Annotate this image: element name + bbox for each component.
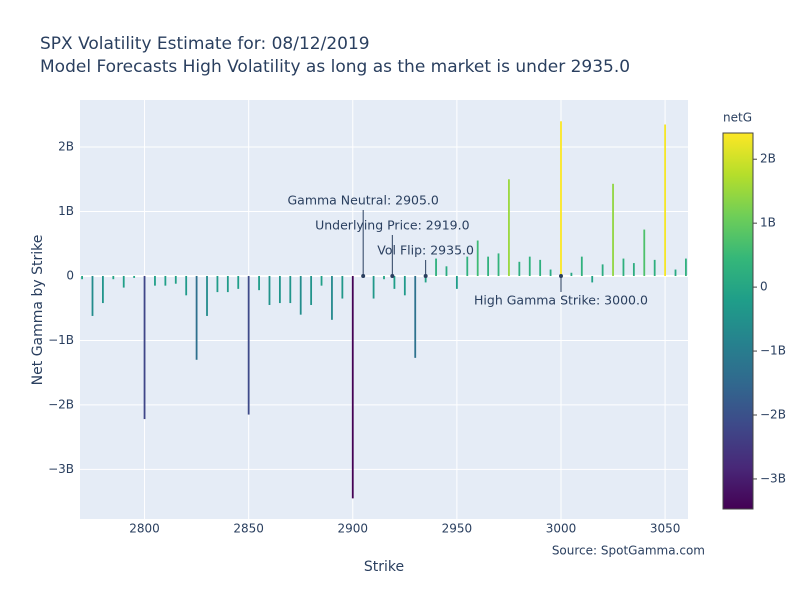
bar xyxy=(351,275,354,499)
bar xyxy=(528,256,531,276)
bar xyxy=(518,261,521,276)
bar xyxy=(591,275,594,283)
bar xyxy=(143,275,146,420)
x-axis-title: Strike xyxy=(364,559,404,575)
bar xyxy=(278,275,281,304)
x-tick-label: 3050 xyxy=(650,522,681,536)
colorbar-title: netG xyxy=(723,111,752,125)
colorbar-tick-label: 0 xyxy=(760,280,768,294)
bar xyxy=(195,275,198,360)
bar xyxy=(643,229,646,276)
y-tick-label: 0 xyxy=(66,268,74,282)
colorbar-tick-label: −1B xyxy=(760,344,786,358)
bar xyxy=(237,275,240,289)
bar xyxy=(320,275,323,286)
bar xyxy=(580,256,583,276)
colorbar-tick-label: 1B xyxy=(760,216,776,230)
bar xyxy=(539,259,542,276)
bar xyxy=(174,275,177,284)
bar xyxy=(685,258,687,276)
bar xyxy=(674,269,677,276)
bar xyxy=(508,179,510,276)
bar xyxy=(258,275,260,291)
bar xyxy=(664,124,666,276)
bar xyxy=(133,275,136,278)
annotation-point xyxy=(390,273,395,278)
bar xyxy=(185,275,188,296)
annotation-label: Vol Flip: 2935.0 xyxy=(377,242,474,257)
bar xyxy=(445,266,448,276)
bar xyxy=(570,272,573,276)
annotation-label: Gamma Neutral: 2905.0 xyxy=(287,192,438,207)
x-tick-label: 2850 xyxy=(233,522,264,536)
bar xyxy=(226,275,229,293)
bar xyxy=(299,275,302,315)
bar xyxy=(154,275,156,286)
bar xyxy=(112,275,115,280)
bar xyxy=(497,253,500,276)
chart-title: SPX Volatility Estimate for: 08/12/2019 xyxy=(40,34,370,54)
annotation-label: High Gamma Strike: 3000.0 xyxy=(474,292,648,307)
x-tick-label: 2950 xyxy=(442,522,473,536)
bar xyxy=(414,275,417,358)
chart-subtitle: Model Forecasts High Volatility as long … xyxy=(40,57,630,77)
annotation-point xyxy=(558,273,563,278)
bar xyxy=(331,275,333,320)
y-tick-label: 1B xyxy=(58,204,74,218)
bar xyxy=(560,121,562,276)
bar xyxy=(341,275,344,299)
bar xyxy=(601,264,604,276)
bar xyxy=(393,275,396,289)
bar xyxy=(91,275,94,316)
bar xyxy=(476,240,479,276)
bar xyxy=(372,275,375,299)
colorbar-tick-label: 2B xyxy=(760,152,776,166)
y-axis-title: Net Gamma by Strike xyxy=(30,235,46,386)
y-tick-label: −1B xyxy=(48,333,74,347)
x-tick-label: 3000 xyxy=(546,522,577,536)
bar xyxy=(164,275,167,286)
bar xyxy=(310,275,313,305)
bar xyxy=(632,263,635,276)
colorbar-tick-label: −3B xyxy=(760,471,786,485)
bar xyxy=(383,275,385,280)
bar xyxy=(81,275,83,280)
bar xyxy=(435,258,437,276)
bar xyxy=(466,256,469,276)
bar xyxy=(216,275,219,293)
colorbar-tick-label: −2B xyxy=(760,408,786,422)
x-tick-label: 2800 xyxy=(129,522,160,536)
bar xyxy=(622,258,625,276)
y-tick-label: −2B xyxy=(48,397,74,411)
bar xyxy=(549,269,552,276)
bar xyxy=(268,275,271,305)
colorbar xyxy=(722,132,754,510)
bar xyxy=(102,275,104,304)
annotation-point xyxy=(423,273,428,278)
bar xyxy=(403,275,406,296)
plot-area xyxy=(80,100,688,519)
bar xyxy=(206,275,208,316)
x-tick-label: 2900 xyxy=(337,522,368,536)
bar xyxy=(122,275,125,288)
annotation-label: Underlying Price: 2919.0 xyxy=(315,217,469,232)
bar xyxy=(653,259,656,276)
bar xyxy=(487,256,490,276)
bar xyxy=(612,183,614,276)
source: Source: SpotGamma.com xyxy=(552,544,705,558)
bar xyxy=(424,275,427,283)
y-tick-label: −3B xyxy=(48,462,74,476)
annotation-point xyxy=(361,273,366,278)
bar xyxy=(289,275,292,304)
bar xyxy=(247,275,250,415)
y-tick-label: 2B xyxy=(58,140,74,154)
bar xyxy=(455,275,458,289)
